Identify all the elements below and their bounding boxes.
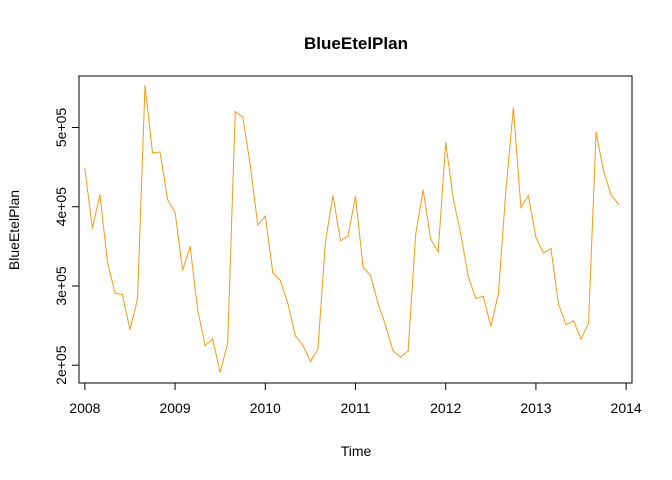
data-point <box>332 195 334 197</box>
y-axis-label: BlueEtelPlan <box>6 190 22 270</box>
y-axis: 2e+05 3e+05 4e+05 5e+05 <box>53 108 80 385</box>
x-tick-label: 2010 <box>250 400 281 416</box>
data-point <box>595 131 597 133</box>
x-axis: 2008 2009 2010 2011 2012 2013 2014 <box>69 382 642 416</box>
data-point <box>580 338 582 340</box>
data-point <box>407 350 409 352</box>
data-point <box>520 206 522 209</box>
data-point <box>610 194 612 196</box>
data-point <box>257 224 259 226</box>
data-point <box>197 309 199 311</box>
data-point <box>557 303 560 305</box>
series-line <box>84 85 620 373</box>
x-tick-label: 2014 <box>611 400 642 416</box>
data-point <box>347 235 349 237</box>
data-point <box>212 338 214 340</box>
data-point <box>339 240 342 242</box>
data-point <box>144 84 146 87</box>
data-point <box>324 240 327 243</box>
x-tick-label: 2009 <box>159 400 190 416</box>
data-point <box>460 233 462 235</box>
data-point <box>189 245 191 247</box>
data-point <box>174 211 176 213</box>
data-point <box>369 275 372 277</box>
x-tick-label: 2011 <box>340 400 370 416</box>
x-tick-label: 2012 <box>430 400 461 416</box>
data-point <box>294 335 296 337</box>
data-point <box>565 324 567 326</box>
data-point <box>242 116 244 118</box>
data-point <box>309 360 311 362</box>
data-point <box>272 271 274 274</box>
data-point <box>354 195 357 198</box>
data-point <box>91 227 93 229</box>
x-tick-label: 2008 <box>69 400 100 416</box>
data-point <box>512 107 514 109</box>
data-point <box>136 298 139 301</box>
data-point <box>618 203 620 205</box>
data-point <box>452 198 454 200</box>
data-point <box>430 238 432 240</box>
data-point <box>527 195 530 197</box>
data-point <box>497 293 499 295</box>
y-tick-label: 3e+05 <box>53 266 69 306</box>
x-tick-label: 2013 <box>520 400 551 416</box>
data-point <box>384 324 387 327</box>
data-point <box>602 170 605 172</box>
y-tick-label: 5e+05 <box>53 108 69 148</box>
data-point <box>505 190 507 192</box>
data-point <box>302 344 304 346</box>
data-point <box>437 251 439 253</box>
data-point <box>159 151 161 153</box>
chart-title: BlueEtelPlan <box>304 34 408 53</box>
data-point <box>475 298 477 300</box>
data-point <box>400 356 402 358</box>
data-point <box>415 233 417 236</box>
data-point <box>422 189 424 191</box>
data-point <box>317 348 319 350</box>
data-point <box>535 237 537 239</box>
data-points <box>84 84 620 373</box>
data-point <box>106 260 109 262</box>
data-point <box>249 164 251 166</box>
data-point <box>377 302 379 304</box>
data-point <box>151 152 154 154</box>
data-point <box>362 266 364 268</box>
data-point <box>482 295 484 297</box>
y-tick-label: 2e+05 <box>53 345 69 385</box>
data-point <box>490 325 492 327</box>
data-point <box>84 168 86 170</box>
data-point <box>445 141 447 144</box>
data-point <box>287 302 289 304</box>
data-point <box>550 248 552 250</box>
data-point <box>542 252 545 254</box>
data-point <box>392 350 394 352</box>
data-point <box>121 294 124 296</box>
data-point <box>219 371 221 373</box>
x-axis-label: Time <box>341 443 372 459</box>
plot-box <box>78 75 633 384</box>
data-point <box>587 322 590 324</box>
data-point <box>227 342 229 344</box>
data-point <box>99 194 101 196</box>
y-tick-label: 4e+05 <box>53 187 69 227</box>
data-point <box>279 279 281 281</box>
data-point <box>234 111 236 113</box>
data-point <box>181 269 184 271</box>
data-point <box>572 320 575 322</box>
data-point <box>467 275 469 278</box>
data-point <box>204 344 206 346</box>
data-point <box>129 328 131 331</box>
data-point <box>114 292 116 294</box>
data-point <box>166 198 169 201</box>
data-point <box>264 215 266 217</box>
